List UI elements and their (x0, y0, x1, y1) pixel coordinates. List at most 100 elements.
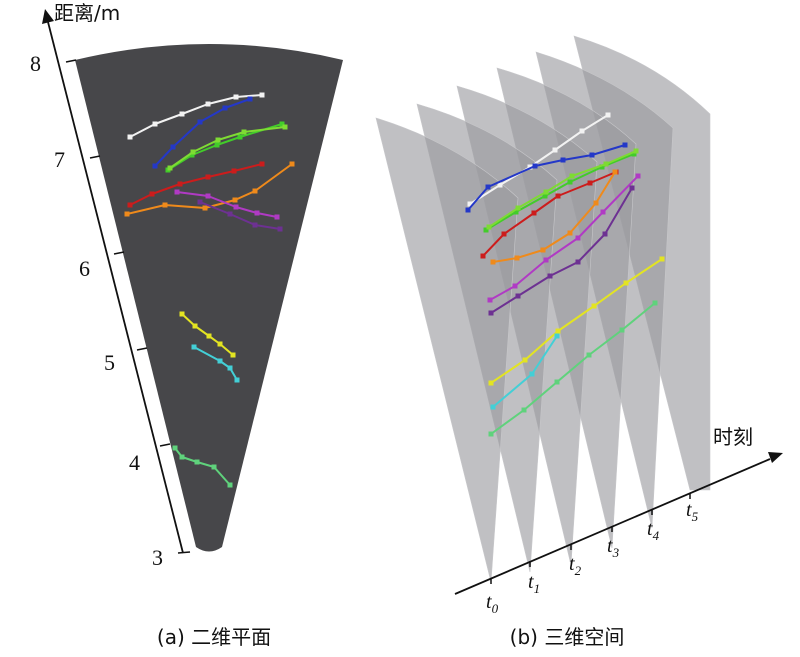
track-point (600, 209, 606, 215)
track-point (241, 129, 247, 135)
track-point (480, 253, 486, 259)
track-point (227, 482, 233, 488)
track-point (149, 191, 155, 197)
track-point (605, 112, 611, 118)
track-point (485, 184, 491, 190)
track-point (622, 142, 628, 148)
tick-label-7: 7 (54, 147, 65, 172)
track-line (490, 187, 633, 314)
track-point (233, 94, 239, 100)
track-point (575, 259, 581, 265)
time-labels: t0 t1 t2 t3 t4 t5 (486, 499, 699, 616)
track-point (631, 151, 637, 157)
track-point (259, 92, 265, 98)
track-point (277, 226, 283, 232)
track-point (589, 152, 595, 158)
track-line (469, 114, 609, 205)
track-point (527, 164, 533, 170)
track-point (197, 119, 203, 125)
track-point (591, 303, 597, 309)
distance-axis-label: 距离/m (54, 1, 120, 25)
track-point (483, 227, 489, 233)
track-point (127, 134, 133, 140)
track-point (579, 128, 585, 134)
track-point (197, 199, 203, 205)
track-point (586, 352, 592, 358)
time-axis-ticks (490, 493, 691, 584)
track-point (531, 210, 537, 216)
track-point (633, 148, 639, 154)
track-point (486, 224, 492, 230)
track-point (659, 256, 665, 262)
track-point (619, 327, 625, 333)
track-line (490, 302, 656, 435)
radar-sector (75, 44, 343, 552)
tick-label-3: 3 (152, 545, 163, 570)
track-point (599, 164, 605, 170)
track-point (515, 293, 521, 299)
track-point (192, 323, 198, 329)
panel-b: 时刻 t0 t1 t2 t3 t4 t5 (b) 三维空间 (375, 35, 783, 649)
track-point (543, 257, 549, 263)
track-point (222, 105, 228, 111)
track-point (205, 193, 211, 199)
track-point (247, 96, 253, 102)
track-point (542, 193, 548, 199)
track-point (259, 161, 265, 167)
track-point (554, 379, 560, 385)
track-point (205, 101, 211, 107)
track-point (555, 328, 561, 334)
track-point (515, 205, 521, 211)
track-line (199, 201, 281, 230)
track-point (202, 205, 208, 211)
track-point (522, 357, 528, 363)
time-label-t1: t1 (528, 571, 540, 596)
track-point (211, 464, 217, 470)
track-point (629, 185, 635, 191)
track-point (529, 371, 535, 377)
track-point (191, 344, 197, 350)
track-point (152, 121, 158, 127)
track-point (170, 144, 176, 150)
tracks-3d (465, 112, 665, 437)
track-point (274, 214, 280, 220)
track-line (489, 175, 639, 301)
track-point (279, 121, 285, 127)
track-point (490, 259, 496, 265)
track-point (567, 230, 573, 236)
track-point (127, 202, 133, 208)
track-point (227, 211, 233, 217)
track-point (231, 168, 237, 174)
track-point (227, 365, 233, 371)
track-point (602, 231, 608, 237)
tick-label-5: 5 (104, 350, 115, 375)
time-axis-arrow (768, 452, 783, 463)
track-point (174, 189, 180, 195)
tick-label-6: 6 (79, 256, 90, 281)
track-point (237, 134, 243, 140)
track-point (282, 124, 288, 130)
track-point (206, 333, 212, 339)
track-line (129, 94, 263, 138)
track-point (521, 407, 527, 413)
time-label-t0: t0 (486, 591, 499, 616)
track-point (189, 152, 195, 158)
track-point (254, 210, 260, 216)
track-point (177, 181, 183, 187)
track-point (152, 163, 158, 169)
track-point (215, 137, 221, 143)
track-point (603, 161, 609, 167)
caption-a: (a) 二维平面 (157, 625, 271, 649)
track-point (514, 255, 520, 261)
track-point (230, 352, 236, 358)
track-point (575, 235, 581, 241)
track-point (623, 280, 629, 286)
track-point (124, 211, 130, 217)
track-line (490, 258, 663, 384)
track-point (252, 222, 258, 228)
distance-axis (47, 21, 184, 554)
track-point (587, 180, 593, 186)
track-point (543, 189, 549, 195)
track-point (547, 273, 553, 279)
track-point (488, 431, 494, 437)
